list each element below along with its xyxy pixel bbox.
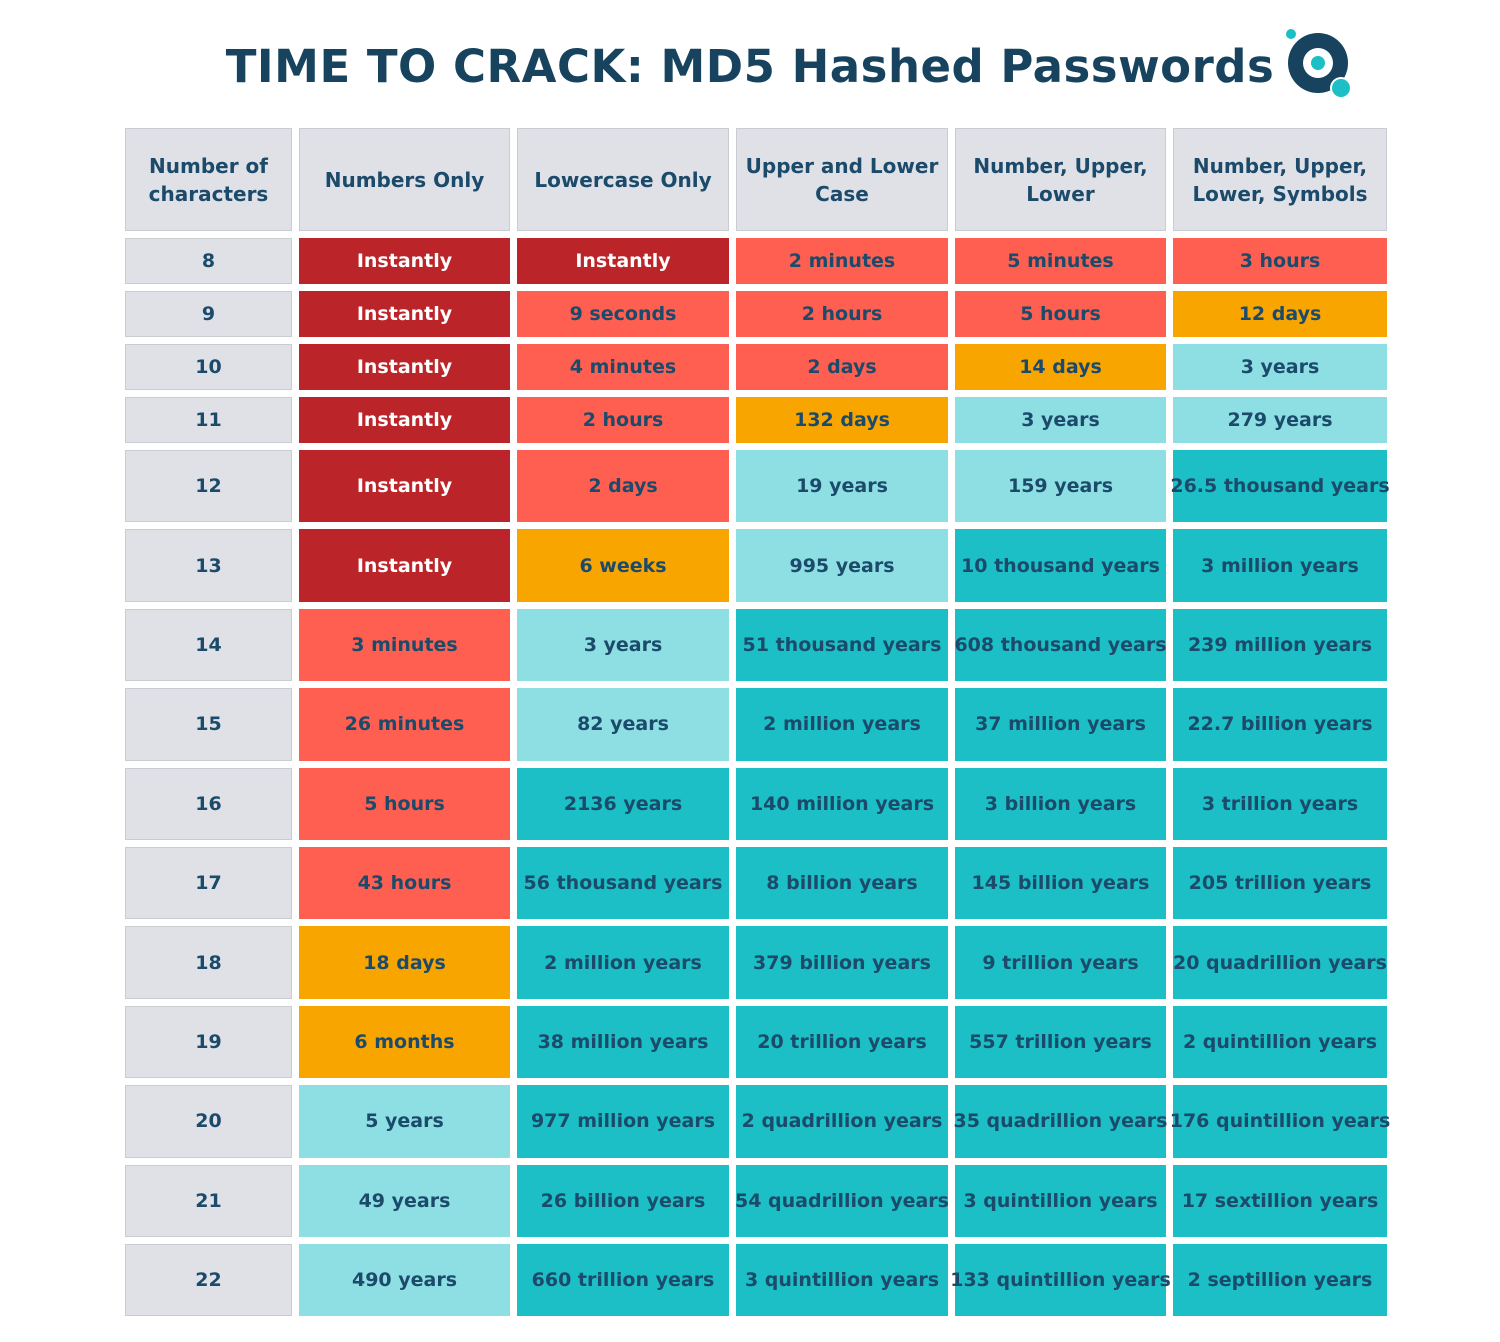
table-cell: 2 days [736,344,948,390]
table-cell: 82 years [517,688,729,761]
table-cell: 12 days [1173,291,1387,337]
row-header-chars: 12 [125,450,292,523]
table-cell: 4 minutes [517,344,729,390]
table-cell: 20 quadrillion years [1173,926,1387,999]
table-cell: 159 years [955,450,1166,523]
table-cell: 54 quadrillion years [735,1164,949,1237]
table-cell: 2 septillion years [1173,1243,1387,1317]
table-cell: 2 quintillion years [1173,1005,1387,1079]
table-cell: 2 days [517,450,729,523]
table-cell: 5 minutes [955,238,1166,284]
table-cell: 14 days [955,344,1166,390]
table-cell: 490 years [299,1243,510,1317]
table-cell: 133 quintillion years [950,1243,1171,1317]
table-cell: 145 billion years [955,846,1166,920]
row-header-chars: 11 [125,397,292,443]
table-cell: 2 hours [736,291,948,337]
table-cell: 20 trillion years [736,1005,948,1079]
column-header: Number of characters [125,128,292,231]
table-cell: 140 million years [736,767,948,840]
row-header-chars: 21 [125,1164,292,1237]
table-cell: Instantly [299,529,510,602]
table-cell: 2 million years [517,926,729,999]
table-cell: 2136 years [517,767,729,840]
column-header: Numbers Only [299,128,510,231]
table-cell: 2 hours [517,397,729,443]
table-cell: 26 minutes [299,688,510,761]
table-cell: 19 years [736,450,948,523]
table-cell: 3 quintillion years [736,1243,948,1317]
table-cell: 2 quadrillion years [736,1085,948,1158]
row-header-chars: 15 [125,688,292,761]
table-cell: 279 years [1173,397,1387,443]
table-cell: Instantly [299,344,510,390]
table-cell: 43 hours [299,846,510,920]
table-cell: 995 years [736,529,948,602]
table-cell: Instantly [299,291,510,337]
row-header-chars: 13 [125,529,292,602]
table-cell: 8 billion years [736,846,948,920]
table-cell: 379 billion years [736,926,948,999]
row-header-chars: 19 [125,1005,292,1079]
table-cell: 557 trillion years [955,1005,1166,1079]
table-cell: 56 thousand years [517,846,729,920]
row-header-chars: 9 [125,291,292,337]
row-header-chars: 22 [125,1243,292,1317]
table-cell: 6 weeks [517,529,729,602]
column-header: Number, Upper, Lower, Symbols [1173,128,1387,231]
table-cell: 38 million years [517,1005,729,1079]
table-cell: 5 hours [955,291,1166,337]
table-cell: 977 million years [517,1085,729,1158]
table-cell: 6 months [299,1005,510,1079]
row-header-chars: 20 [125,1085,292,1158]
table-cell: 3 years [517,608,729,682]
table-cell: 239 million years [1173,608,1387,682]
table-cell: Instantly [299,238,510,284]
row-header-chars: 17 [125,846,292,920]
table-cell: 5 hours [299,767,510,840]
table-cell: 17 sextillion years [1173,1164,1387,1237]
row-header-chars: 16 [125,767,292,840]
row-header-chars: 18 [125,926,292,999]
column-header: Upper and Lower Case [736,128,948,231]
table-cell: 49 years [299,1164,510,1237]
table-cell: 51 thousand years [736,608,948,682]
table-cell: 176 quintillion years [1170,1085,1390,1158]
row-header-chars: 10 [125,344,292,390]
table-cell: 3 years [955,397,1166,443]
table-cell: 26 billion years [517,1164,729,1237]
table-cell: 3 minutes [299,608,510,682]
crack-time-table: Number of characters Numbers Only Lowercas… [125,128,1390,1317]
table-cell: 5 years [299,1085,510,1158]
table-cell: 37 million years [955,688,1166,761]
column-header: Lowercase Only [517,128,729,231]
table-cell: 9 seconds [517,291,729,337]
table-cell: 205 trillion years [1173,846,1387,920]
table-cell: 9 trillion years [955,926,1166,999]
table-cell: 2 minutes [736,238,948,284]
table-cell: Instantly [299,397,510,443]
logo-icon [1286,29,1352,99]
table-cell: 608 thousand years [954,608,1167,682]
table-cell: 10 thousand years [955,529,1166,602]
table-cell: 3 hours [1173,238,1387,284]
table-cell: 3 years [1173,344,1387,390]
table-cell: 26.5 thousand years [1170,450,1390,523]
page-title: TIME TO CRACK: MD5 Hashed Passwords [225,40,1275,93]
table-cell: 2 million years [736,688,948,761]
table-cell: 22.7 billion years [1173,688,1387,761]
table-cell: 18 days [299,926,510,999]
table-cell: 3 billion years [955,767,1166,840]
column-header: Number, Upper, Lower [955,128,1166,231]
table-cell: 660 trillion years [517,1243,729,1317]
table-cell: 3 million years [1173,529,1387,602]
table-cell: Instantly [299,450,510,523]
table-cell: Instantly [517,238,729,284]
table-cell: 3 quintillion years [955,1164,1166,1237]
table-cell: 132 days [736,397,948,443]
table-cell: 35 quadrillion years [954,1085,1168,1158]
row-header-chars: 14 [125,608,292,682]
row-header-chars: 8 [125,238,292,284]
table-cell: 3 trillion years [1173,767,1387,840]
